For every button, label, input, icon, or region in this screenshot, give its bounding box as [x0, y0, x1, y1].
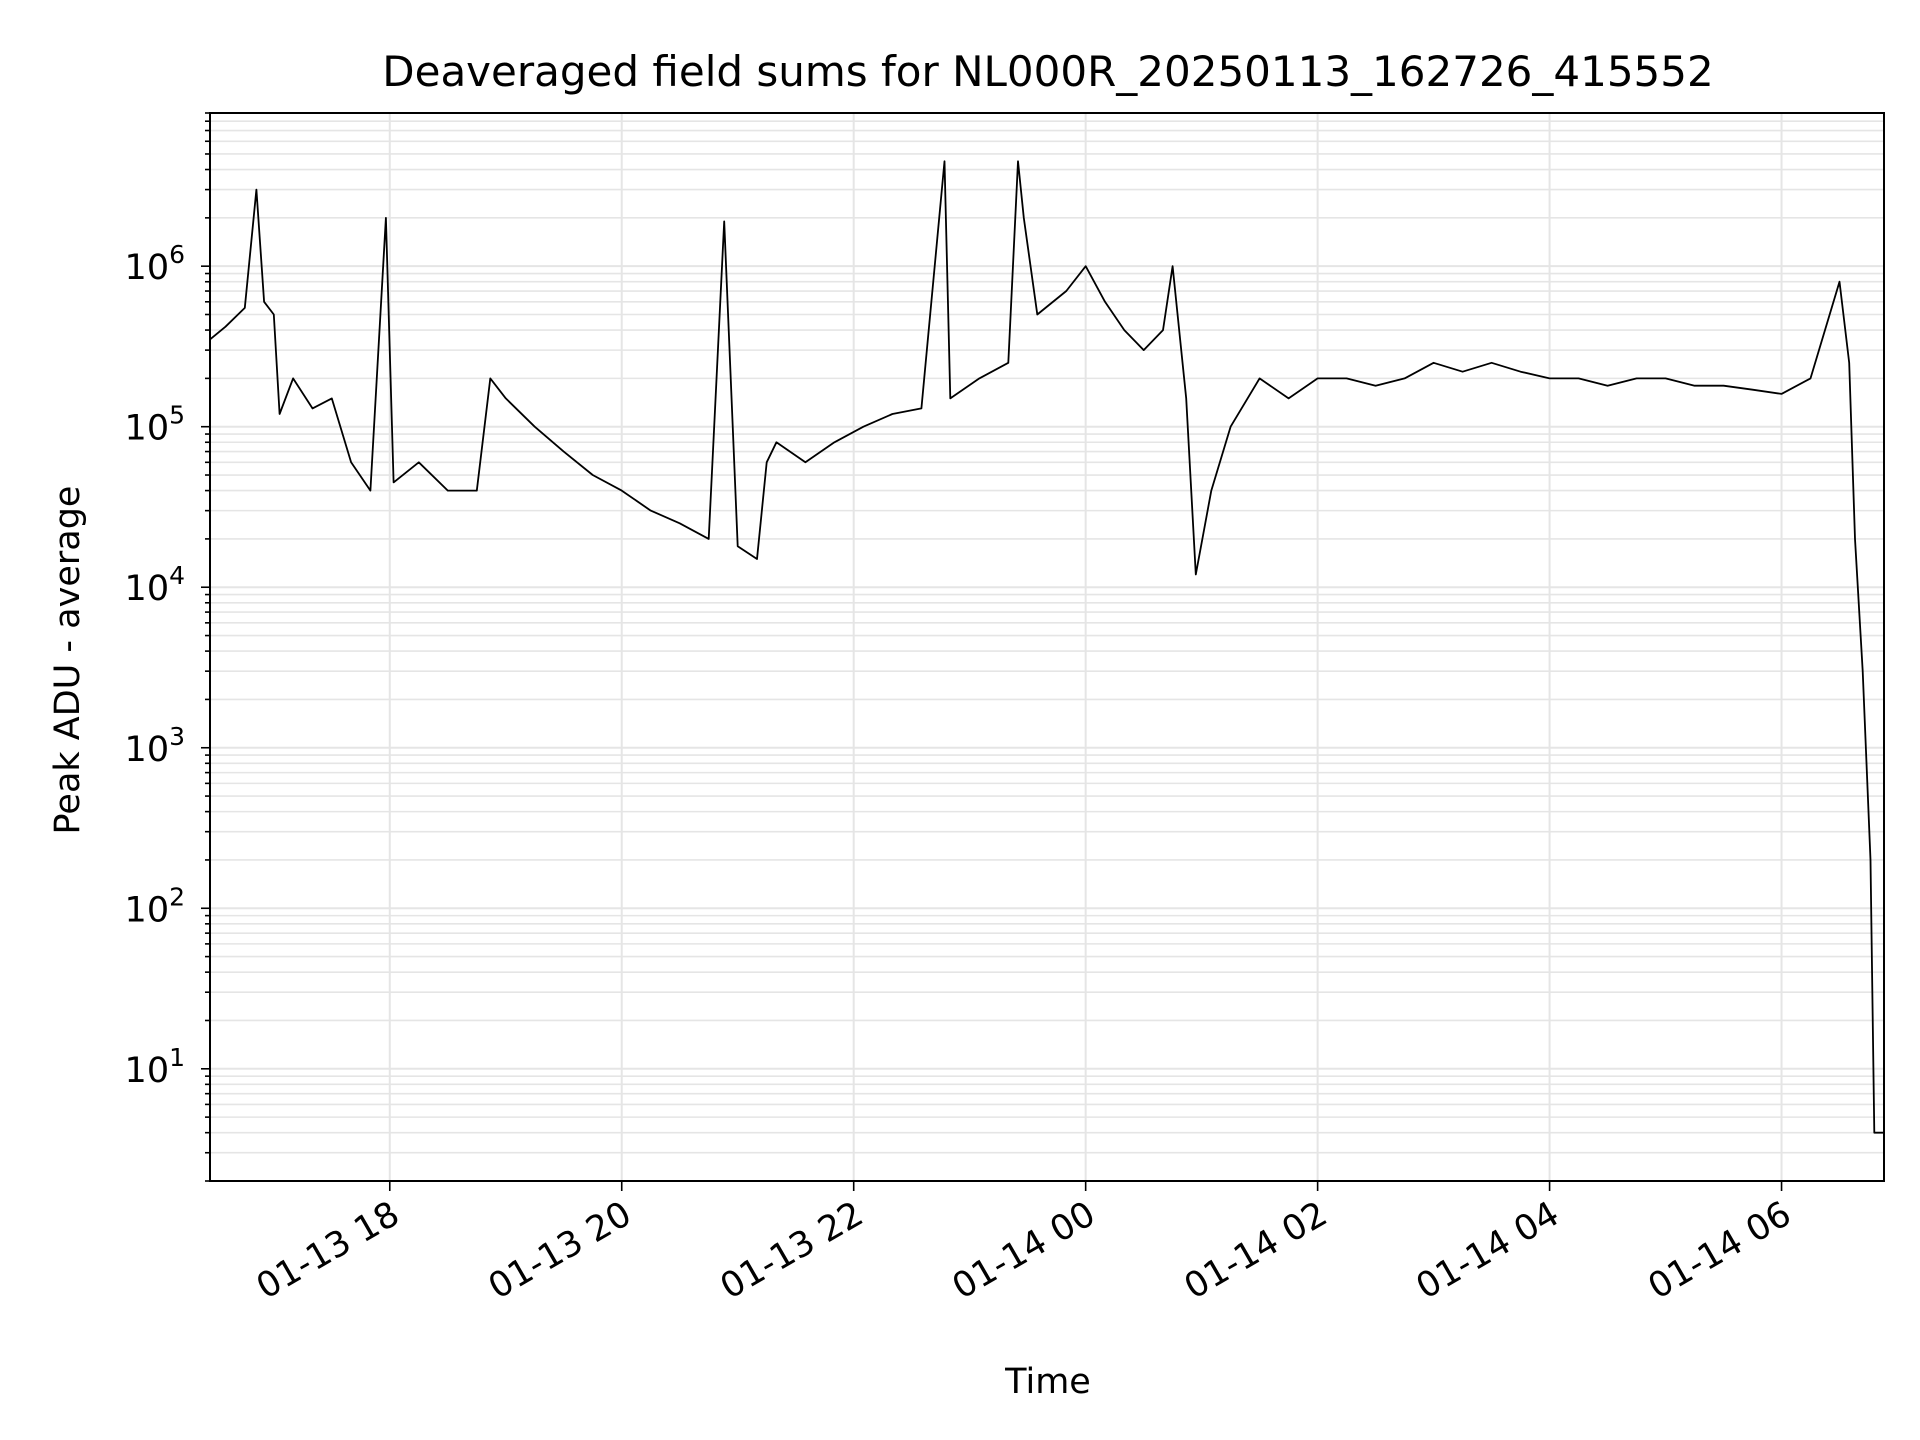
y-tick-label: 106 [125, 240, 185, 288]
y-tick-base: 10 [125, 730, 170, 770]
y-tick-exponent: 5 [169, 401, 185, 430]
y-tick-label: 105 [125, 401, 185, 449]
y-tick-exponent: 6 [169, 240, 185, 269]
y-tick-label: 104 [125, 561, 185, 609]
series-line [209, 160, 1884, 1134]
x-axis-label: Time [1004, 1362, 1091, 1402]
y-tick-base: 10 [125, 248, 170, 288]
y-tick-label: 101 [125, 1043, 185, 1091]
data-area [209, 160, 1884, 1134]
y-axis-label: Peak ADU - average [48, 486, 88, 835]
y-tick-label: 102 [125, 882, 185, 930]
y-tick-base: 10 [125, 1051, 170, 1091]
y-tick-base: 10 [125, 409, 170, 449]
plot-frame [209, 112, 1885, 1182]
y-tick-exponent: 2 [169, 882, 185, 911]
grid [210, 112, 1884, 1182]
y-tick-exponent: 1 [169, 1043, 185, 1072]
y-tick-base: 10 [125, 890, 170, 930]
y-tick-label: 103 [125, 722, 185, 770]
y-tick-exponent: 3 [169, 722, 185, 751]
chart-title: Deaveraged field sums for NL000R_2025011… [382, 47, 1713, 96]
y-tick-base: 10 [125, 569, 170, 609]
y-tick-exponent: 4 [169, 561, 185, 590]
